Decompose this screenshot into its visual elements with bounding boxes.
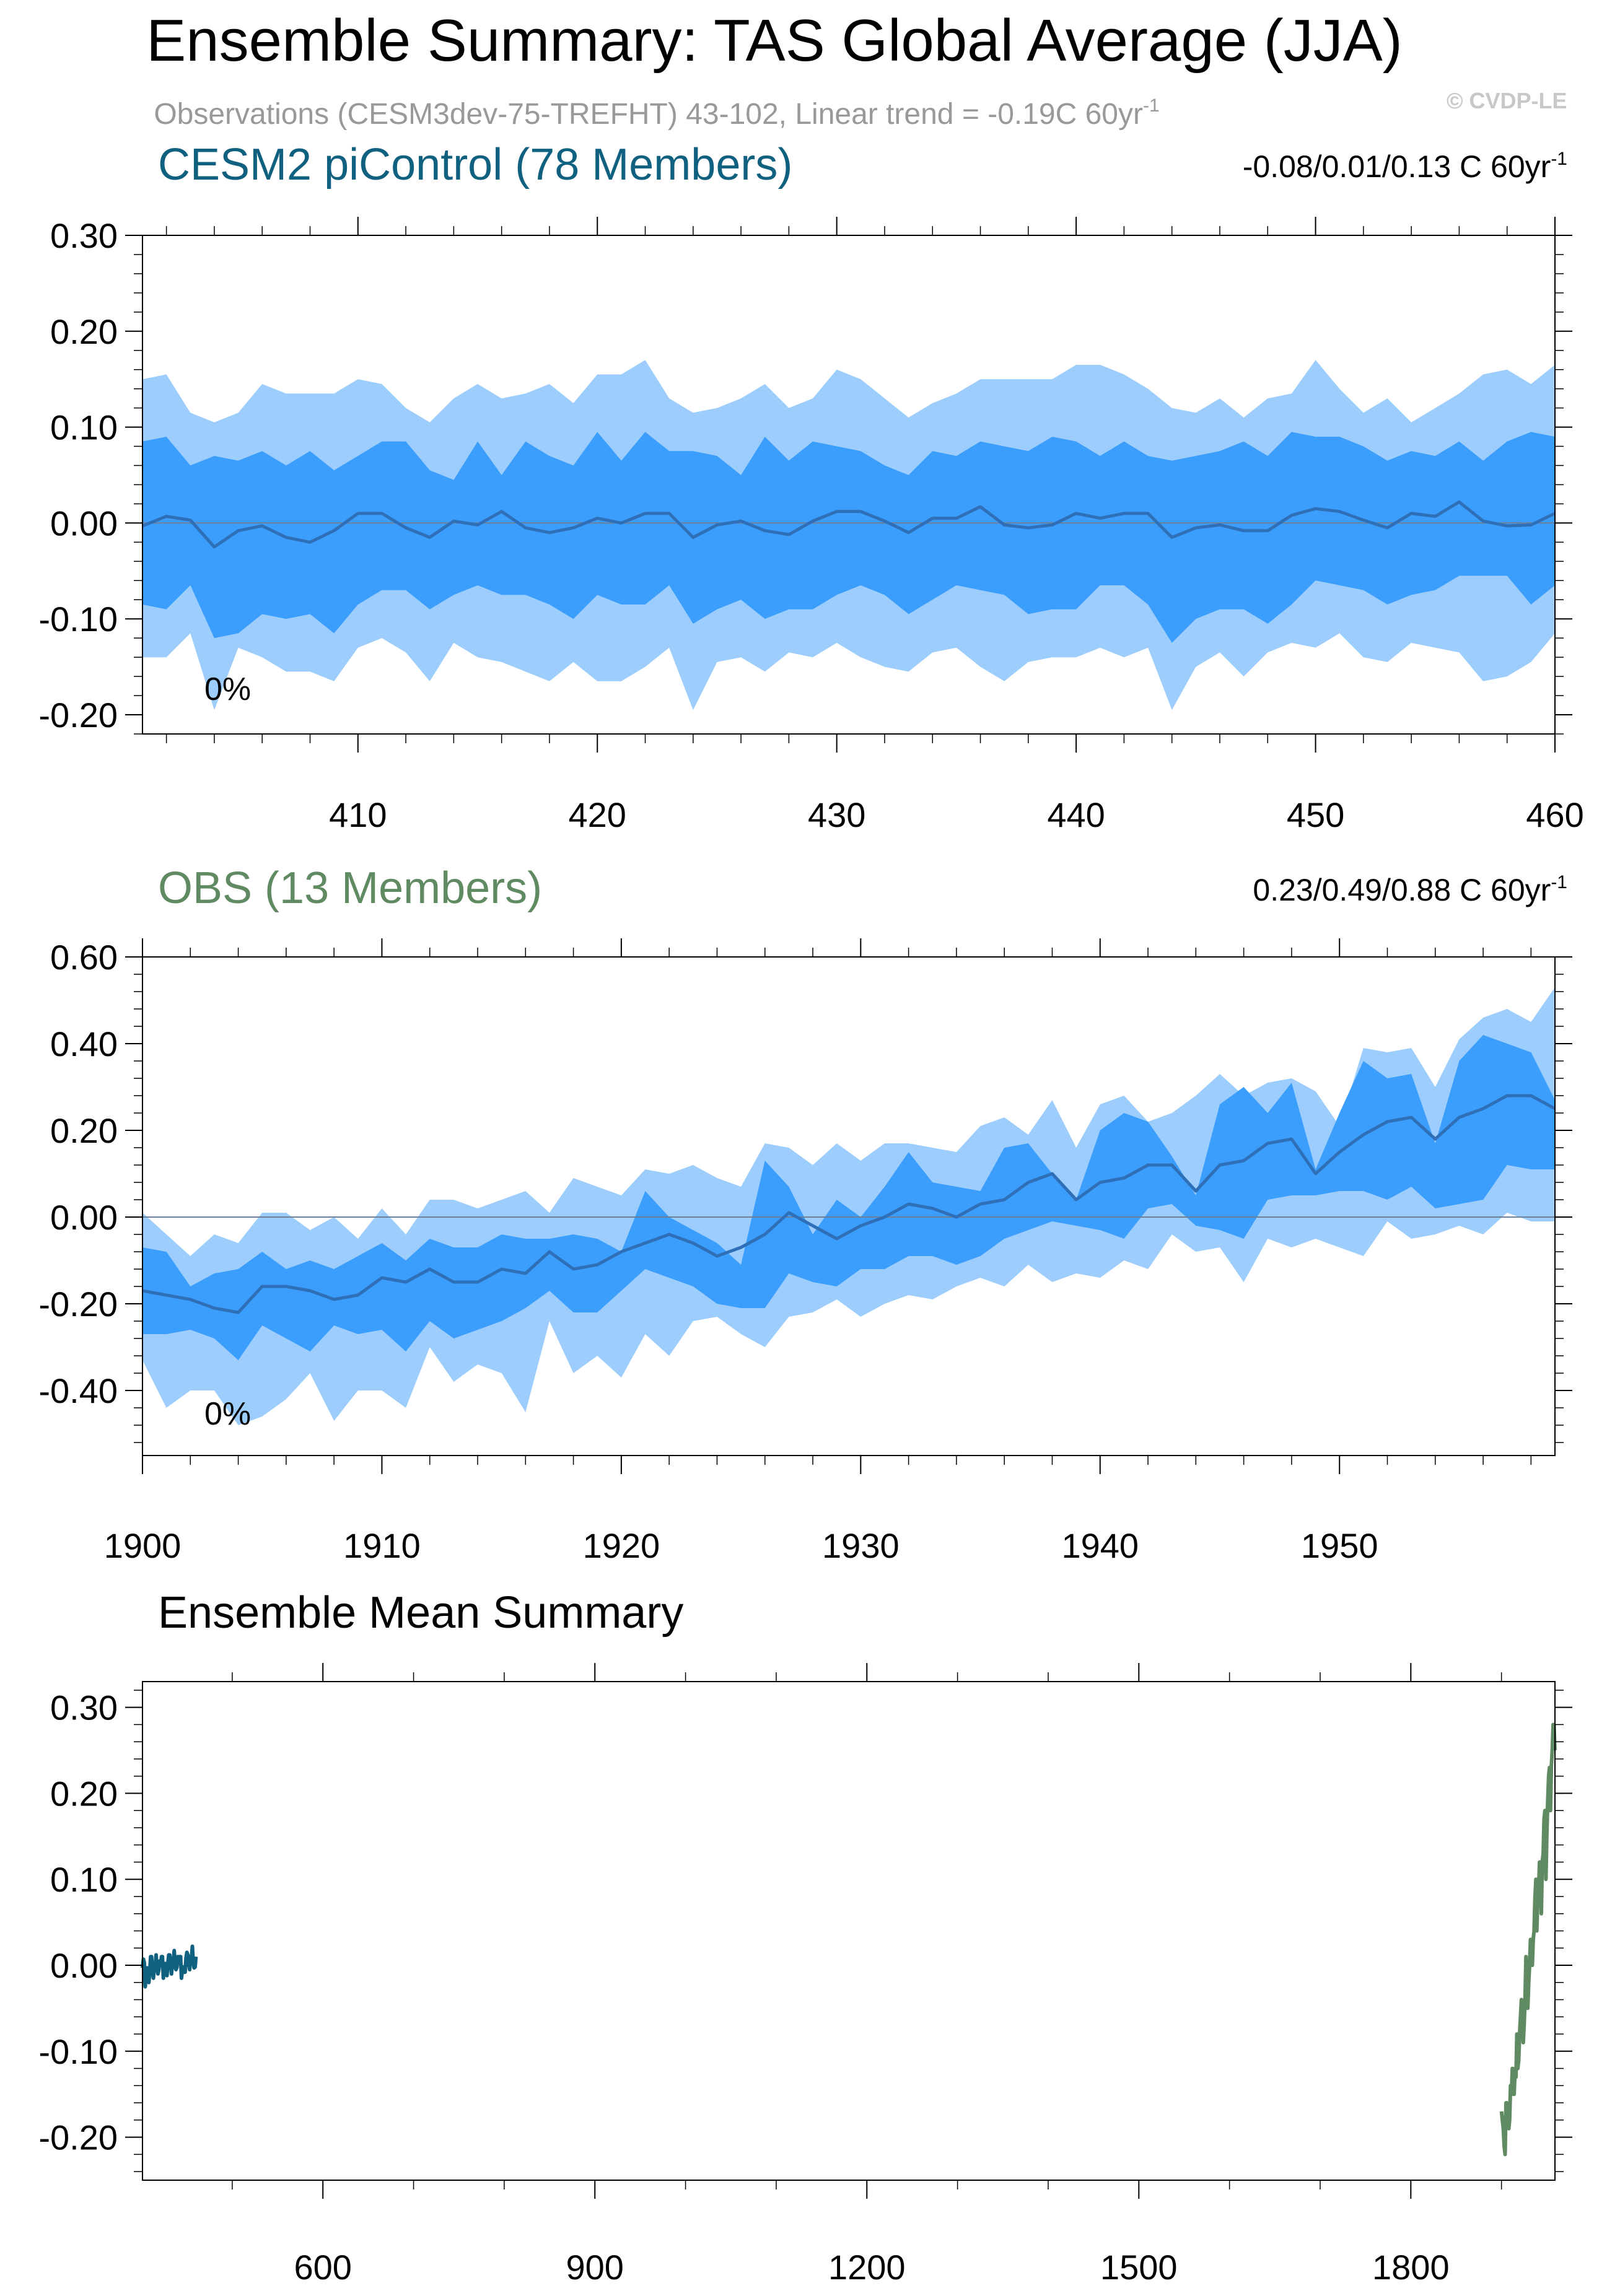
x-tick-label: 430 bbox=[808, 795, 865, 834]
x-tick-label: 440 bbox=[1047, 795, 1105, 834]
plot-frame bbox=[142, 956, 1556, 1456]
y-tick-label: 0.10 bbox=[50, 408, 118, 447]
inner-spread-band bbox=[142, 1035, 1555, 1360]
y-tick-label: 0.00 bbox=[50, 1946, 118, 1985]
plot-frame bbox=[142, 1681, 1556, 2181]
ensemble-mean-line bbox=[142, 1094, 1556, 1314]
y-tick-label: 0.20 bbox=[50, 1774, 118, 1813]
ensemble-mean-line bbox=[142, 500, 1556, 549]
panel-1: CESM2 piControl (78 Members) -0.08/0.01/0… bbox=[38, 140, 1583, 834]
subtitle-text: Observations (CESM3dev-75-TREFHT) 43-102… bbox=[154, 98, 1143, 131]
panel-3: Ensemble Mean Summary -0.20 -0.10 0.00 0.10 0… bbox=[38, 1588, 1572, 2287]
x-tick-label: 1200 bbox=[828, 2248, 906, 2287]
trend-range-label: 0.23/0.49/0.88 C 60yr-1 bbox=[1253, 872, 1567, 907]
figure-subtitle: Observations (CESM3dev-75-TREFHT) 43-102… bbox=[154, 95, 1159, 131]
panel-2: OBS (13 Members) 0.23/0.49/0.88 C 60yr-10… bbox=[38, 863, 1572, 1565]
x-tick-label: 420 bbox=[569, 795, 626, 834]
trend-range-superscript: -1 bbox=[1551, 149, 1567, 169]
panels-group: CESM2 piControl (78 Members) -0.08/0.01/0… bbox=[38, 140, 1583, 2287]
y-tick-label: -0.20 bbox=[38, 1285, 118, 1324]
trend-range-superscript: -1 bbox=[1551, 872, 1567, 893]
trend-range-text: 0.23/0.49/0.88 C 60yr bbox=[1253, 873, 1551, 907]
y-tick-label: 0.30 bbox=[50, 216, 118, 255]
y-tick-label: -0.40 bbox=[38, 1371, 118, 1410]
inner-spread-band bbox=[142, 432, 1555, 643]
x-tick-label: 1950 bbox=[1301, 1526, 1378, 1565]
percent-annotation: 0% bbox=[204, 671, 251, 707]
panel-title: OBS (13 Members) bbox=[158, 863, 542, 913]
y-tick-label: 0.10 bbox=[50, 1860, 118, 1899]
figure-title: Ensemble Summary: TAS Global Average (JJ… bbox=[146, 7, 1402, 74]
y-tick-label: -0.10 bbox=[38, 600, 118, 639]
x-tick-label: 1940 bbox=[1061, 1526, 1139, 1565]
summary-mean-line-2 bbox=[1499, 1722, 1557, 2157]
trend-range-label: -0.08/0.01/0.13 C 60yr-1 bbox=[1243, 149, 1567, 184]
y-tick-label: -0.10 bbox=[38, 2032, 118, 2071]
x-tick-label: 460 bbox=[1526, 795, 1583, 834]
y-tick-label: 0.00 bbox=[50, 1198, 118, 1237]
summary-mean-line-1 bbox=[141, 1944, 198, 1989]
x-tick-label: 410 bbox=[329, 795, 387, 834]
subtitle-superscript: -1 bbox=[1143, 95, 1160, 116]
y-tick-label: 0.20 bbox=[50, 1111, 118, 1150]
y-tick-label: 0.20 bbox=[50, 312, 118, 351]
x-tick-label: 600 bbox=[294, 2248, 352, 2287]
x-tick-label: 1930 bbox=[822, 1526, 900, 1565]
x-tick-label: 1920 bbox=[583, 1526, 660, 1565]
x-tick-label: 1900 bbox=[104, 1526, 182, 1565]
y-tick-label: -0.20 bbox=[38, 696, 118, 735]
y-tick-label: -0.20 bbox=[38, 2118, 118, 2157]
y-tick-label: 0.40 bbox=[50, 1024, 118, 1063]
x-tick-label: 450 bbox=[1287, 795, 1344, 834]
outer-spread-band bbox=[142, 987, 1555, 1425]
trend-range-text: -0.08/0.01/0.13 C 60yr bbox=[1243, 149, 1551, 184]
x-tick-label: 900 bbox=[566, 2248, 624, 2287]
watermark: © CVDP-LE bbox=[1447, 88, 1567, 113]
y-tick-label: 0.00 bbox=[50, 504, 118, 543]
panel-title: Ensemble Mean Summary bbox=[158, 1588, 683, 1638]
x-tick-label: 1800 bbox=[1372, 2248, 1450, 2287]
x-tick-label: 1500 bbox=[1100, 2248, 1178, 2287]
percent-annotation: 0% bbox=[204, 1396, 251, 1432]
panel-title: CESM2 piControl (78 Members) bbox=[158, 140, 792, 190]
x-tick-label: 1910 bbox=[343, 1526, 421, 1565]
y-tick-label: 0.60 bbox=[50, 938, 118, 977]
y-tick-label: 0.30 bbox=[50, 1688, 118, 1727]
